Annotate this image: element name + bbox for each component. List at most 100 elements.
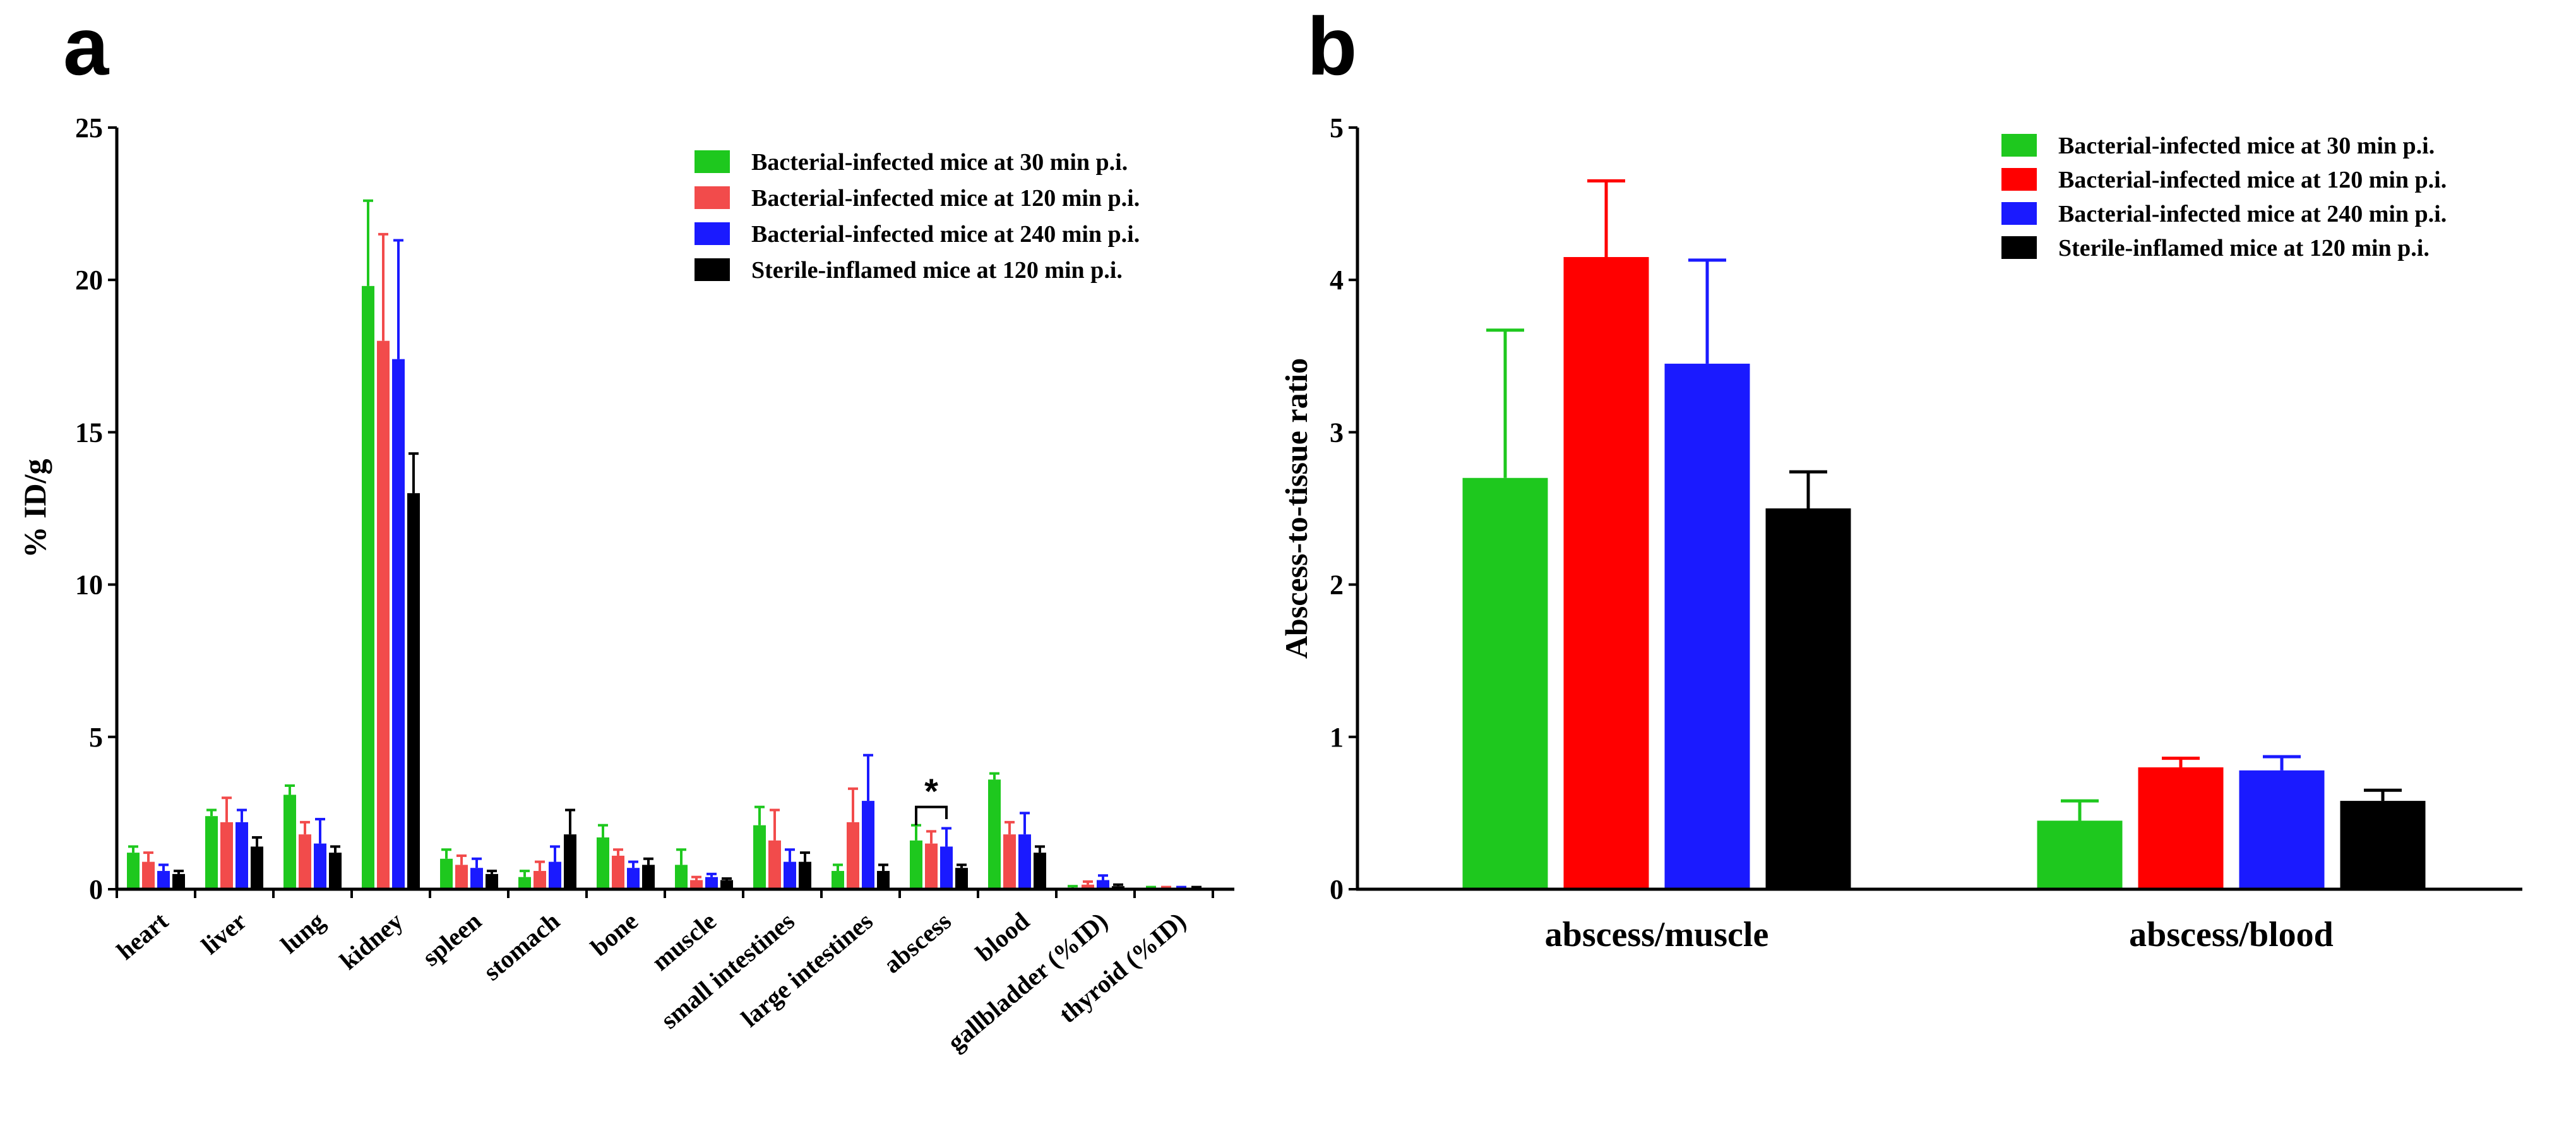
bar-a-series3-1 (236, 822, 248, 889)
bar-a-series2-8 (768, 840, 781, 889)
bar-b-series1-1 (2037, 820, 2123, 889)
bar-b-series3-1 (2239, 770, 2325, 889)
x-category-label: abscess/blood (2129, 915, 2334, 954)
bar-a-series4-11 (1034, 853, 1046, 889)
y-tick-label: 0 (89, 874, 103, 905)
bar-a-series3-3 (392, 359, 405, 889)
bar-a-series1-10 (910, 840, 922, 889)
x-category-label: heart (111, 906, 174, 965)
bar-a-series4-10 (955, 868, 968, 889)
bar-a-series3-5 (549, 861, 561, 889)
bar-a-series2-1 (220, 822, 233, 889)
bar-a-series4-8 (799, 861, 811, 889)
bar-a-series4-4 (486, 873, 498, 889)
bar-a-series1-5 (518, 877, 531, 889)
x-category-label: abscess/muscle (1545, 915, 1769, 954)
x-category-label: blood (970, 906, 1035, 967)
significance-bracket (915, 805, 948, 825)
panel-b-chart: b Abscess-to-tissue ratio 0 1 2 3 4 5 abscess… (1279, 0, 2522, 954)
x-category-label: liver (196, 906, 251, 959)
y-tick-label: 2 (1330, 570, 1344, 601)
x-category-label: abscess (878, 906, 957, 978)
panel-b-bars (1462, 179, 2426, 889)
bar-a-series2-7 (690, 880, 703, 889)
panel-a-chart: a % ID/g 0 5 10 15 20 25 heart liver lung kidney… (17, 0, 1234, 1057)
bar-a-series4-3 (407, 493, 420, 889)
y-tick-label: 3 (1330, 417, 1344, 448)
bar-a-series1-1 (205, 816, 218, 889)
x-category-label: large intestines (736, 906, 878, 1032)
bar-a-series4-2 (329, 853, 342, 889)
x-category-label: bone (585, 906, 643, 961)
bar-a-series1-9 (832, 871, 844, 889)
legend-label: Bacterial-infected mice at 30 min p.i. (2058, 133, 2435, 159)
panel-b-letter: b (1307, 0, 1357, 92)
bar-b-series4-0 (1765, 508, 1851, 889)
bar-a-series3-7 (705, 877, 718, 889)
bar-a-series2-6 (612, 855, 624, 889)
panel-b-legend: Bacterial-infected mice at 30 min p.i. Ba… (2001, 133, 2447, 261)
panel-a-legend: Bacterial-infected mice at 30 min p.i. Ba… (695, 149, 1140, 284)
bar-a-series4-6 (642, 865, 655, 889)
legend-swatch (2001, 236, 2037, 259)
y-tick-label: 25 (75, 112, 103, 143)
legend-label: Bacterial-infected mice at 240 min p.i. (751, 221, 1140, 248)
bar-a-series2-11 (1003, 834, 1016, 889)
y-tick-label: 20 (75, 265, 103, 296)
panel-a-letter: a (63, 0, 110, 92)
bar-a-series2-4 (455, 865, 468, 889)
panel-a-bars (127, 199, 1203, 889)
bar-a-series1-4 (440, 858, 453, 889)
bar-a-series3-11 (1018, 834, 1031, 889)
bar-a-series1-8 (753, 825, 766, 889)
panel-a-axes (115, 128, 1234, 898)
bar-a-series4-5 (564, 834, 576, 889)
bar-a-series1-7 (675, 865, 688, 889)
y-tick-label: 4 (1330, 265, 1344, 296)
bar-b-series2-1 (2138, 767, 2224, 889)
bar-a-series3-12 (1097, 880, 1109, 889)
bar-a-series1-11 (988, 779, 1001, 889)
bar-a-series4-7 (720, 880, 733, 889)
panel-a-y-ticks: 0 5 10 15 20 25 (75, 112, 117, 905)
bar-a-series3-0 (157, 871, 170, 889)
bar-a-series2-12 (1082, 884, 1094, 889)
panel-a-y-axis-label: % ID/g (17, 459, 52, 558)
bar-a-series2-5 (534, 871, 546, 889)
bar-a-series3-4 (470, 868, 483, 889)
bar-a-series3-8 (784, 861, 796, 889)
x-category-label: stomach (478, 906, 565, 986)
panel-b-category-labels: abscess/muscle abscess/blood (1545, 915, 2334, 954)
panel-b-y-ticks: 0 1 2 3 4 5 (1330, 112, 1357, 905)
panel-b-axes (1356, 128, 2522, 891)
legend-label: Sterile-inflamed mice at 120 min p.i. (751, 257, 1123, 284)
bar-a-series4-1 (251, 846, 263, 889)
x-category-label: kidney (334, 906, 408, 975)
y-tick-label: 1 (1330, 722, 1344, 753)
significance-star: * (924, 771, 938, 811)
legend-label: Bacterial-infected mice at 120 min p.i. (751, 185, 1140, 212)
legend-swatch (2001, 134, 2037, 157)
panel-b-y-axis-label: Abscess-to-tissue ratio (1279, 358, 1314, 659)
legend-swatch (695, 150, 730, 173)
legend-swatch (695, 186, 730, 209)
bar-a-series1-6 (597, 837, 609, 889)
bar-a-series2-3 (377, 340, 390, 889)
bar-a-series4-9 (877, 871, 890, 889)
bar-a-series3-6 (627, 868, 640, 889)
y-tick-label: 10 (75, 570, 103, 601)
x-category-label: spleen (417, 906, 487, 971)
legend-label: Bacterial-infected mice at 120 min p.i. (2058, 167, 2447, 193)
panel-a-significance-annotation: * (915, 771, 948, 825)
legend-swatch (695, 258, 730, 281)
y-tick-label: 0 (1330, 874, 1344, 905)
bar-b-series1-0 (1462, 477, 1548, 889)
bar-a-series2-9 (847, 822, 859, 889)
legend-label: Bacterial-infected mice at 240 min p.i. (2058, 201, 2447, 227)
legend-label: Sterile-inflamed mice at 120 min p.i. (2058, 235, 2430, 261)
y-tick-label: 5 (1330, 112, 1344, 143)
bar-a-series2-10 (925, 843, 938, 889)
bar-a-series4-0 (172, 873, 185, 889)
legend-label: Bacterial-infected mice at 30 min p.i. (751, 149, 1128, 176)
bar-a-series3-2 (314, 843, 326, 889)
